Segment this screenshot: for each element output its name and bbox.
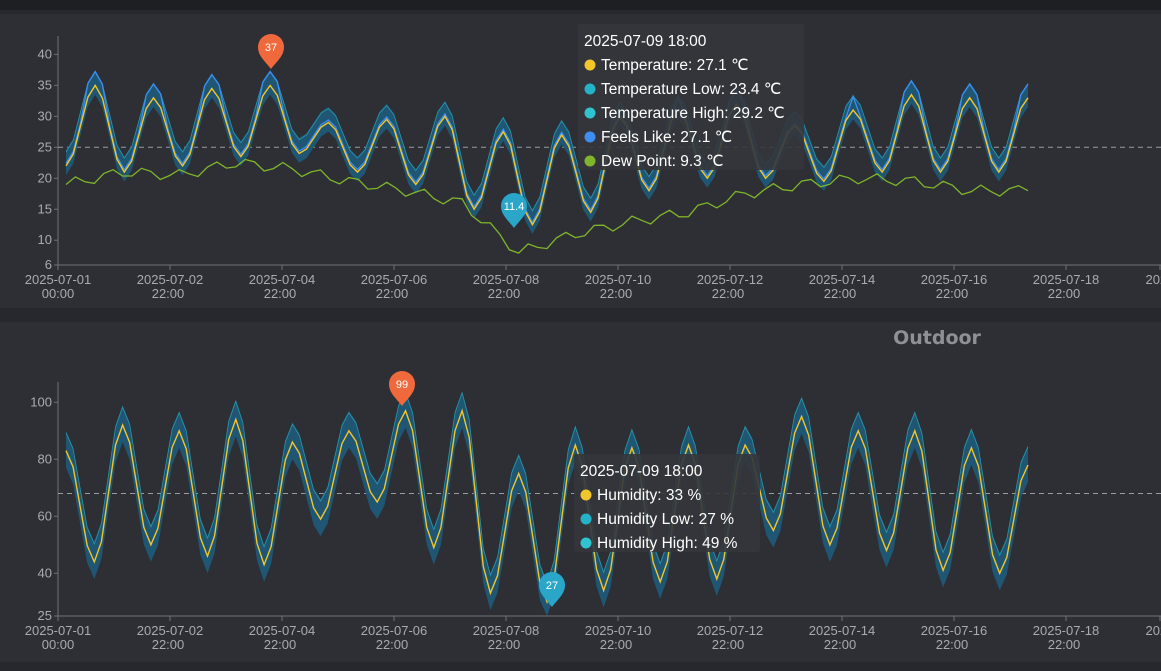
marker-pin-label: 99 bbox=[396, 379, 408, 391]
max-marker: 37 bbox=[258, 34, 284, 69]
series-line-main bbox=[65, 408, 1029, 604]
tooltip-swatch bbox=[584, 107, 596, 119]
x-tick-label: 22:00 bbox=[600, 637, 633, 652]
tooltip-swatch bbox=[580, 513, 592, 525]
series-line-main bbox=[65, 84, 1029, 227]
y-tick-label: 10 bbox=[38, 232, 52, 247]
x-tick-label: 22:00 bbox=[824, 637, 857, 652]
y-tick-label: 25 bbox=[38, 608, 52, 623]
x-tick-label: 2025-07-18 bbox=[1033, 623, 1100, 638]
marker-pin-label: 11.4 bbox=[504, 201, 525, 213]
y-tick-label: 40 bbox=[38, 565, 52, 580]
tooltip-swatch bbox=[584, 83, 596, 95]
x-tick-label: 2025-07-08 bbox=[473, 623, 540, 638]
x-tick-label: 2025-07-14 bbox=[809, 623, 876, 638]
x-tick-label: 2025 bbox=[1146, 623, 1161, 638]
tooltip-row: Dew Point: 9.3 ℃ bbox=[601, 153, 724, 170]
x-tick-label: 22:00 bbox=[600, 286, 633, 301]
y-tick-label: 25 bbox=[38, 139, 52, 154]
y-tick-label: 40 bbox=[38, 46, 52, 61]
tooltip: 2025-07-09 18:00 Humidity: 33 % Humidity L… bbox=[574, 454, 760, 552]
y-tick-label: 35 bbox=[38, 77, 52, 92]
tooltip-row: Temperature: 27.1 ℃ bbox=[601, 57, 749, 74]
tooltip-row: Temperature Low: 23.4 ℃ bbox=[601, 81, 781, 98]
x-tick-label: 2025-07-02 bbox=[137, 623, 204, 638]
x-tick-label: 2025-07-18 bbox=[1033, 272, 1100, 287]
x-tick-label: 22:00 bbox=[1048, 637, 1081, 652]
tooltip-row: Humidity Low: 27 % bbox=[597, 511, 734, 528]
x-tick-label: 22:00 bbox=[712, 637, 745, 652]
x-tick-label: 2025-07-04 bbox=[249, 623, 316, 638]
x-tick-label: 00:00 bbox=[42, 286, 75, 301]
x-tick-label: 22:00 bbox=[936, 286, 969, 301]
marker-pin-shape bbox=[258, 34, 284, 69]
x-tick-label: 22:00 bbox=[152, 286, 185, 301]
humidity-chart[interactable]: 254060801002025-07-0100:002025-07-0222:0… bbox=[25, 371, 1161, 652]
max-marker: 99 bbox=[389, 371, 415, 406]
y-tick-label: 100 bbox=[30, 394, 52, 409]
tooltip: 2025-07-09 18:00 Temperature: 27.1 ℃ Tempe… bbox=[578, 24, 804, 170]
series-line-high bbox=[65, 70, 1029, 212]
marker-pin-shape bbox=[389, 371, 415, 406]
tooltip-row: Temperature High: 29.2 ℃ bbox=[601, 105, 785, 122]
tooltip-row: Feels Like: 27.1 ℃ bbox=[601, 129, 732, 146]
x-tick-label: 22:00 bbox=[1048, 286, 1081, 301]
x-tick-label: 2025-07-08 bbox=[473, 272, 540, 287]
tooltip-swatch bbox=[584, 131, 596, 143]
x-tick-label: 2025-07-10 bbox=[585, 623, 652, 638]
section-title: Outdoor bbox=[893, 327, 981, 349]
tooltip-time: 2025-07-09 18:00 bbox=[580, 463, 703, 480]
x-tick-label: 2025-07-04 bbox=[249, 272, 316, 287]
tooltip-time: 2025-07-09 18:00 bbox=[584, 33, 707, 50]
tooltip-swatch bbox=[584, 59, 596, 71]
x-tick-label: 2025-07-12 bbox=[697, 272, 764, 287]
x-tick-label: 2025-07-16 bbox=[921, 623, 988, 638]
series-line-dew-point bbox=[65, 158, 1029, 254]
tooltip-box bbox=[574, 454, 760, 552]
temperature-chart[interactable]: 6101520253035402025-07-0100:002025-07-02… bbox=[25, 24, 1161, 301]
marker-pin-shape bbox=[539, 572, 565, 607]
tooltip-row: Humidity High: 49 % bbox=[597, 535, 738, 552]
y-tick-label: 60 bbox=[38, 508, 52, 523]
min-marker: 27 bbox=[539, 572, 565, 607]
x-tick-label: 22:00 bbox=[264, 286, 297, 301]
x-tick-label: 2025-07-14 bbox=[809, 272, 876, 287]
tooltip-box bbox=[578, 24, 804, 170]
x-tick-label: 22:00 bbox=[488, 637, 521, 652]
x-tick-label: 2025-07-12 bbox=[697, 623, 764, 638]
y-tick-label: 30 bbox=[38, 108, 52, 123]
x-tick-label: 2025-07-16 bbox=[921, 272, 988, 287]
x-tick-label: 2025-07-01 bbox=[25, 623, 92, 638]
x-tick-label: 22:00 bbox=[152, 637, 185, 652]
y-tick-label: 20 bbox=[38, 170, 52, 185]
tooltip-swatch bbox=[580, 489, 592, 501]
tooltip-row: Humidity: 33 % bbox=[597, 487, 701, 504]
tooltip-swatch bbox=[584, 155, 596, 167]
x-tick-label: 22:00 bbox=[376, 637, 409, 652]
marker-pin-label: 37 bbox=[265, 42, 277, 54]
marker-pin-shape bbox=[501, 193, 527, 228]
marker-pin-label: 27 bbox=[546, 580, 558, 592]
y-tick-label: 80 bbox=[38, 451, 52, 466]
x-tick-label: 22:00 bbox=[936, 637, 969, 652]
x-tick-label: 2025-07-06 bbox=[361, 623, 428, 638]
x-tick-label: 2025-07-02 bbox=[137, 272, 204, 287]
x-tick-label: 22:00 bbox=[264, 637, 297, 652]
x-tick-label: 2025-07-01 bbox=[25, 272, 92, 287]
x-tick-label: 2025-07-06 bbox=[361, 272, 428, 287]
min-marker: 11.4 bbox=[501, 193, 527, 228]
x-tick-label: 00:00 bbox=[42, 637, 75, 652]
x-tick-label: 2025 bbox=[1146, 272, 1161, 287]
y-tick-label: 6 bbox=[45, 257, 52, 272]
x-tick-label: 22:00 bbox=[488, 286, 521, 301]
x-tick-label: 22:00 bbox=[824, 286, 857, 301]
x-tick-label: 22:00 bbox=[712, 286, 745, 301]
x-tick-label: 2025-07-10 bbox=[585, 272, 652, 287]
tooltip-swatch bbox=[580, 537, 592, 549]
x-tick-label: 22:00 bbox=[376, 286, 409, 301]
y-tick-label: 15 bbox=[38, 201, 52, 216]
